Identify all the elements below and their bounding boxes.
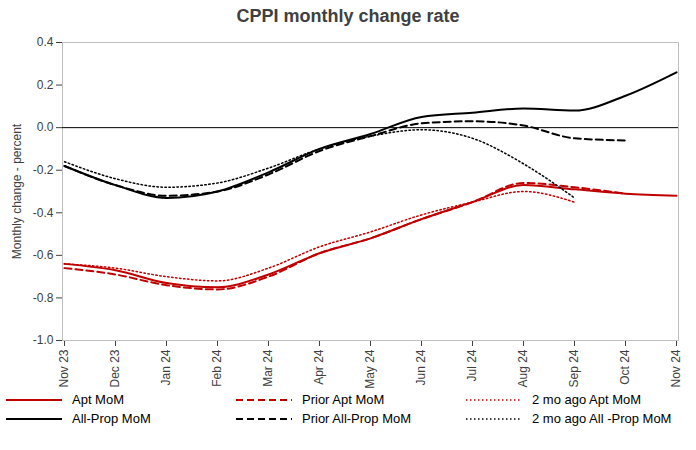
html-text:Apt MoM: Apt MoM xyxy=(72,392,124,407)
svg-text:Monthly change - percent: Monthly change - percent xyxy=(10,123,24,259)
html-text:2 mo ago Apt MoM: 2 mo ago Apt MoM xyxy=(532,392,642,407)
svg-text:0.2: 0.2 xyxy=(37,78,54,92)
svg-text:Jun 24: Jun 24 xyxy=(414,349,428,385)
svg-text:Nov 24: Nov 24 xyxy=(669,349,683,387)
svg-text:Aug 24: Aug 24 xyxy=(516,349,530,387)
svg-text:Apr 24: Apr 24 xyxy=(312,349,326,385)
svg-text:Dec 23: Dec 23 xyxy=(108,349,122,387)
svg-text:0.4: 0.4 xyxy=(37,35,54,49)
svg-text:May 24: May 24 xyxy=(363,349,377,389)
html-text:Prior All-Prop MoM: Prior All-Prop MoM xyxy=(302,411,412,426)
html-text:CPPI monthly change rate: CPPI monthly change rate xyxy=(236,6,460,26)
svg-text:Mar 24: Mar 24 xyxy=(261,349,275,387)
svg-text:Jul 24: Jul 24 xyxy=(465,349,479,381)
html-text:2 mo ago All -Prop MoM: 2 mo ago All -Prop MoM xyxy=(532,411,672,426)
svg-text:-0.4: -0.4 xyxy=(33,206,54,220)
svg-text:Jan 24: Jan 24 xyxy=(159,349,173,385)
svg-text:Nov 23: Nov 23 xyxy=(57,349,71,387)
html-text:All-Prop MoM: All-Prop MoM xyxy=(72,411,151,426)
svg-text:-1.0: -1.0 xyxy=(33,333,54,347)
html-text:Prior Apt MoM: Prior Apt MoM xyxy=(302,392,385,407)
svg-text:Feb 24: Feb 24 xyxy=(210,349,224,387)
svg-text:Sep 24: Sep 24 xyxy=(567,349,581,387)
svg-text:-0.2: -0.2 xyxy=(33,163,54,177)
svg-text:Oct 24: Oct 24 xyxy=(618,349,632,385)
svg-text:0.0: 0.0 xyxy=(37,120,54,134)
svg-text:-0.8: -0.8 xyxy=(33,291,54,305)
svg-text:-0.6: -0.6 xyxy=(33,248,54,262)
